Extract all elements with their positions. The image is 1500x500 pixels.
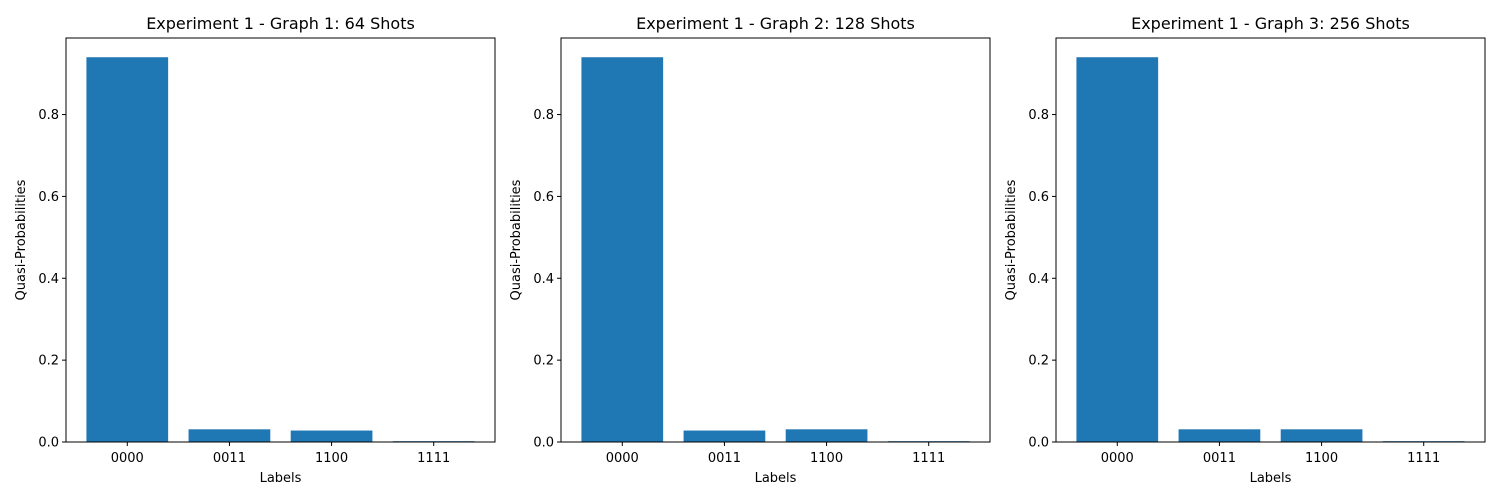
y-tick-label: 0.0: [533, 436, 554, 451]
y-tick-label: 0.2: [38, 354, 59, 369]
x-tick-label: 1111: [1407, 451, 1440, 466]
x-tick-label: 0000: [606, 451, 639, 466]
x-tick-label: 1111: [417, 451, 450, 466]
x-tick-label: 0011: [213, 451, 246, 466]
x-tick-label: 0000: [111, 451, 144, 466]
y-tick-label: 0.6: [533, 190, 554, 205]
y-tick-label: 0.2: [1028, 354, 1049, 369]
y-axis-label: Quasi-Probabilities: [509, 179, 524, 300]
chart-1: 0.0 0.2 0.4 0.6 0.8 0000 0011 1100 1111 Experimen…: [14, 14, 496, 486]
bar-0000: [86, 57, 169, 442]
bar-0011: [188, 429, 271, 442]
chart-title: Experiment 1 - Graph 1: 64 Shots: [146, 14, 415, 33]
x-tick-label: 0000: [1101, 451, 1134, 466]
x-tick-label: 0011: [1203, 451, 1236, 466]
x-axis-label: Labels: [1250, 471, 1292, 486]
bar-0000: [1076, 57, 1159, 442]
y-tick-label: 0.6: [1028, 190, 1049, 205]
y-tick-label: 0.8: [533, 108, 554, 123]
x-axis-label: Labels: [260, 471, 302, 486]
axes-frame: [560, 37, 991, 443]
bar-1100: [785, 429, 868, 442]
chart-3: 0.0 0.2 0.4 0.6 0.8 0000 0011 1100 1111 Experimen…: [1004, 14, 1486, 486]
x-tick-label: 1111: [912, 451, 945, 466]
chart-2: 0.0 0.2 0.4 0.6 0.8 0000 0011 1100 1111 Experimen…: [509, 14, 991, 486]
y-tick-label: 0.2: [533, 354, 554, 369]
y-tick-label: 0.4: [1028, 272, 1049, 287]
bar-0011: [683, 430, 766, 442]
axes-frame: [65, 37, 496, 443]
y-tick-label: 0.0: [1028, 436, 1049, 451]
chart-title: Experiment 1 - Graph 3: 256 Shots: [1131, 14, 1410, 33]
chart-title: Experiment 1 - Graph 2: 128 Shots: [636, 14, 915, 33]
bar-0011: [1178, 429, 1261, 442]
bar-1100: [290, 430, 373, 442]
bar-1100: [1280, 429, 1363, 442]
y-tick-label: 0.4: [38, 272, 59, 287]
x-tick-label: 1100: [1305, 451, 1338, 466]
y-tick-label: 0.4: [533, 272, 554, 287]
bar-0000: [581, 57, 664, 442]
y-tick-label: 0.0: [38, 436, 59, 451]
x-tick-label: 1100: [810, 451, 843, 466]
x-tick-label: 0011: [708, 451, 741, 466]
x-axis-label: Labels: [755, 471, 797, 486]
y-axis-label: Quasi-Probabilities: [14, 179, 29, 300]
y-tick-label: 0.6: [38, 190, 59, 205]
axes-frame: [1055, 37, 1486, 443]
y-tick-label: 0.8: [38, 108, 59, 123]
y-tick-label: 0.8: [1028, 108, 1049, 123]
y-axis-label: Quasi-Probabilities: [1004, 179, 1019, 300]
x-tick-label: 1100: [315, 451, 348, 466]
